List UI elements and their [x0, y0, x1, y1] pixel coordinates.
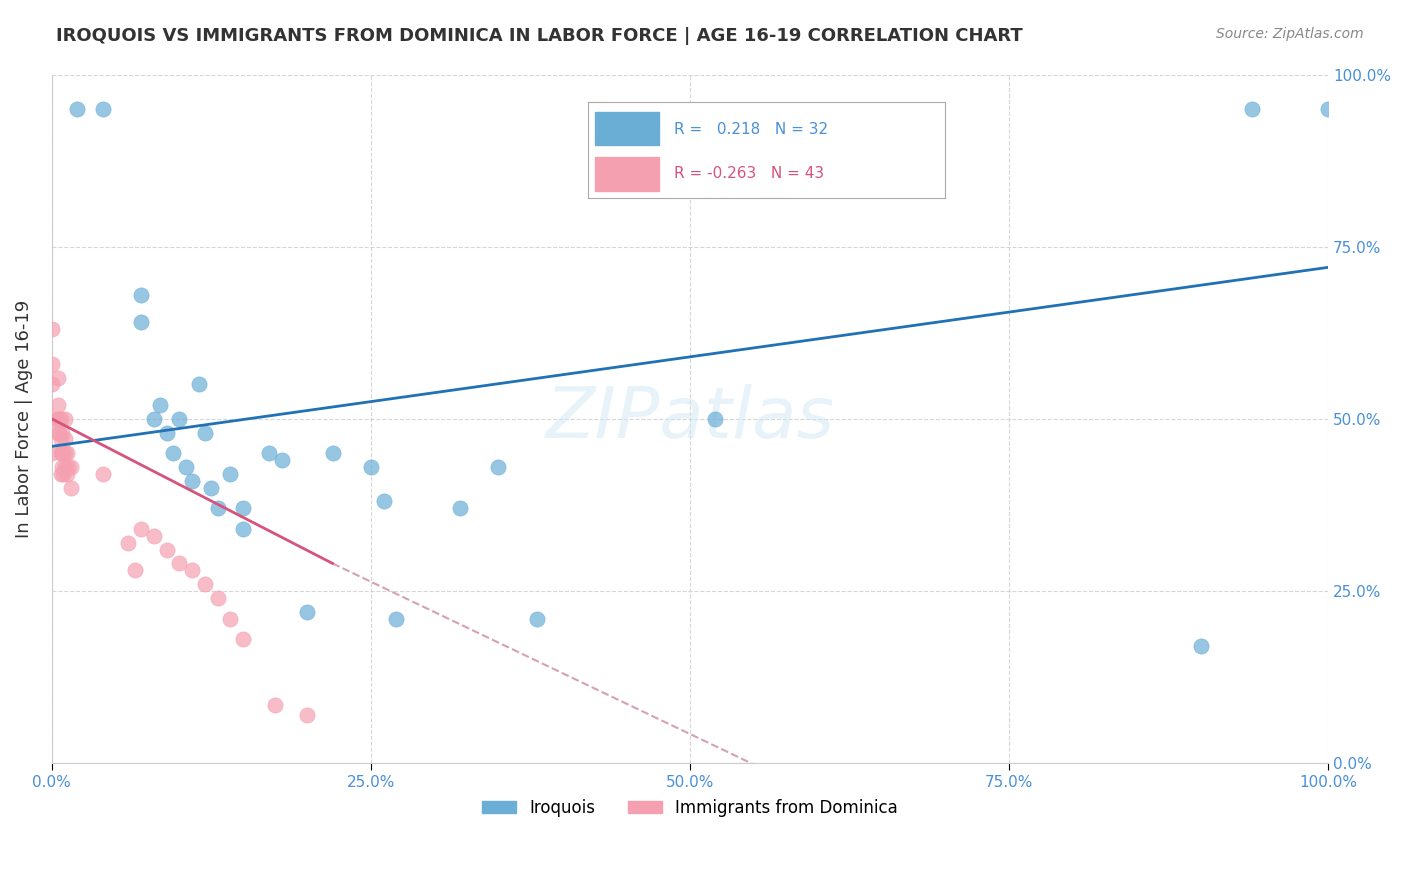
Point — [59, 481, 82, 495]
Point — [49, 446, 72, 460]
Point — [194, 577, 217, 591]
Point — [162, 446, 184, 460]
Point — [295, 707, 318, 722]
Point — [129, 315, 152, 329]
Point — [41, 357, 63, 371]
Point — [129, 288, 152, 302]
Text: ZIPatlas: ZIPatlas — [546, 384, 834, 453]
Point — [53, 460, 76, 475]
Legend: Iroquois, Immigrants from Dominica: Iroquois, Immigrants from Dominica — [475, 792, 904, 823]
Point — [51, 460, 73, 475]
Point — [1240, 102, 1263, 116]
Point — [52, 467, 75, 481]
Y-axis label: In Labor Force | Age 16-19: In Labor Force | Age 16-19 — [15, 300, 32, 538]
Point — [181, 563, 204, 577]
Point — [194, 425, 217, 440]
Point — [270, 453, 292, 467]
Point — [385, 611, 408, 625]
Point — [322, 446, 344, 460]
Point — [124, 563, 146, 577]
Point — [169, 557, 191, 571]
Point — [49, 412, 72, 426]
Point — [232, 522, 254, 536]
Point — [149, 398, 172, 412]
Text: Source: ZipAtlas.com: Source: ZipAtlas.com — [1216, 27, 1364, 41]
Point — [53, 446, 76, 460]
Point — [59, 460, 82, 475]
Point — [200, 481, 222, 495]
Point — [91, 102, 114, 116]
Point — [181, 474, 204, 488]
Point — [66, 102, 89, 116]
Point — [156, 542, 179, 557]
Point — [360, 460, 382, 475]
Point — [53, 412, 76, 426]
Point — [91, 467, 114, 481]
Point — [41, 446, 63, 460]
Point — [207, 591, 229, 605]
Point — [41, 322, 63, 336]
Point — [48, 412, 70, 426]
Point — [207, 501, 229, 516]
Point — [142, 412, 165, 426]
Point — [219, 611, 242, 625]
Point — [295, 605, 318, 619]
Point — [46, 398, 69, 412]
Point — [219, 467, 242, 481]
Point — [257, 446, 280, 460]
Point — [449, 501, 471, 516]
Point — [49, 433, 72, 447]
Point — [58, 460, 80, 475]
Point — [51, 446, 73, 460]
Point — [264, 698, 287, 712]
Point — [46, 412, 69, 426]
Point — [373, 494, 395, 508]
Point — [1189, 639, 1212, 653]
Point — [117, 535, 139, 549]
Point — [232, 501, 254, 516]
Point — [52, 446, 75, 460]
Point — [51, 425, 73, 440]
Point — [56, 467, 79, 481]
Point — [53, 433, 76, 447]
Point — [526, 611, 548, 625]
Point — [1317, 102, 1340, 116]
Point — [41, 377, 63, 392]
Point — [142, 529, 165, 543]
Point — [156, 425, 179, 440]
Point — [488, 460, 510, 475]
Point — [169, 412, 191, 426]
Point — [232, 632, 254, 647]
Point — [174, 460, 197, 475]
Point — [46, 370, 69, 384]
Text: IROQUOIS VS IMMIGRANTS FROM DOMINICA IN LABOR FORCE | AGE 16-19 CORRELATION CHAR: IROQUOIS VS IMMIGRANTS FROM DOMINICA IN … — [56, 27, 1024, 45]
Point — [129, 522, 152, 536]
Point — [704, 412, 727, 426]
Point — [49, 467, 72, 481]
Point — [187, 377, 209, 392]
Point — [41, 412, 63, 426]
Point — [46, 425, 69, 440]
Point — [56, 446, 79, 460]
Point — [48, 425, 70, 440]
